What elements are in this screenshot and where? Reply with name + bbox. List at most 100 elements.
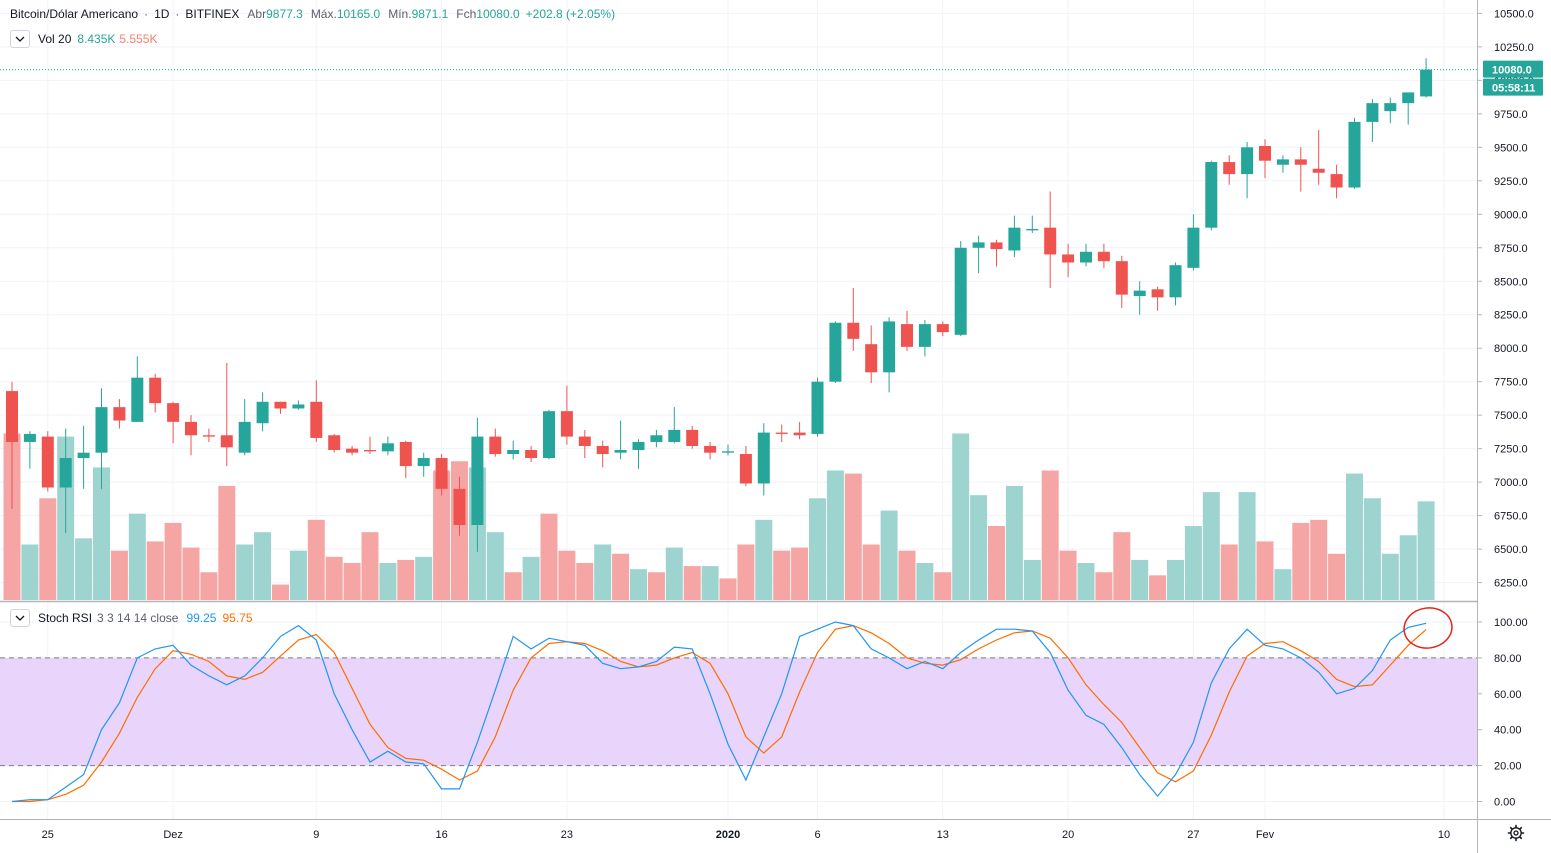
candle-body [1044,227,1057,255]
candle [113,399,126,429]
volume-bar [93,467,110,600]
volume-bar [110,550,128,600]
volume-bar [1346,473,1363,600]
candle-body [1080,251,1092,263]
volume-bar [988,526,1005,600]
candle-body [1169,265,1182,298]
candle [274,401,287,414]
rsi-collapse-button[interactable] [10,609,30,627]
volume-legend: Vol 20 8.435K 5.555K [10,30,157,48]
volume-bar [647,572,665,600]
volume-bar [791,547,809,600]
volume-bar [289,550,307,600]
volume-bar [1167,559,1184,600]
candle [41,431,54,492]
volume-bar [612,553,630,600]
candle-body [811,381,824,434]
candle-body [560,411,573,437]
candle [632,439,645,469]
candle [596,440,609,468]
candle-body [328,435,341,450]
candle [739,445,752,487]
chevron-down-icon [15,36,25,42]
time-axis-label: 13 [937,829,949,841]
time-axis-label: Dez [163,829,183,841]
volume-bar [970,495,988,600]
settings-button[interactable] [1506,823,1526,843]
low-value: 9871.1 [411,7,449,21]
candle [614,420,627,460]
rsi-axis-label: 40.00 [1494,725,1522,737]
time-axis-label: 2020 [716,829,740,841]
volume-bar [1202,492,1220,600]
candle-body [632,441,645,450]
candle [328,433,341,453]
candle [1294,147,1307,192]
open-value: 9877.3 [266,7,303,21]
rsi-label: Stoch RSI [38,611,93,625]
rsi-axis-label: 80.00 [1494,653,1522,665]
interval-label[interactable]: 1D [154,7,170,21]
candle [1348,117,1361,189]
candle [901,310,913,351]
rsi-legend: Stoch RSI 3 3 14 14 close 99.25 95.75 [10,609,253,627]
volume-bar [504,572,522,600]
volume-bar [272,584,289,600]
volume-bar [898,550,916,600]
candle-body [1097,251,1110,262]
rsi-axis-label: 0.00 [1494,797,1515,809]
candle [1080,243,1092,267]
candle-body [596,445,609,455]
exchange-label: BITFINEX [185,7,240,21]
candle-body [77,452,90,459]
price-axis-label: 6750.0 [1494,511,1528,523]
countdown-box [1483,78,1543,96]
volume-value-1: 8.435K [77,32,116,46]
volume-bar [486,532,504,600]
volume-bar [773,550,791,600]
volume-bar [307,519,325,600]
volume-bar [665,547,683,600]
candle [310,380,323,442]
volume-bar [737,544,755,600]
candle [1312,129,1325,185]
candle-body [1348,121,1361,188]
candle [77,425,90,489]
rsi-params: 3 3 14 14 close [97,611,179,625]
volume-bar [809,498,826,600]
volume-bar [1095,572,1113,600]
volume-bar [325,556,343,600]
volume-bar [1149,575,1167,600]
candle [381,436,394,456]
candle [1026,215,1039,234]
candle-body [1151,289,1164,298]
volume-bar [1023,559,1041,600]
candle [1044,191,1057,288]
price-axis-label: 6500.0 [1494,544,1528,556]
volume-collapse-button[interactable] [10,30,30,48]
candle-body [739,454,752,484]
candle [578,429,591,459]
candle-body [59,458,72,488]
candle [543,409,555,460]
time-axis-label: 6 [814,829,820,841]
candle-body [364,450,376,452]
separator-dot: · [175,7,180,21]
candle-body [1008,227,1021,251]
candle-body [131,377,144,422]
volume-bar [128,513,146,600]
volume-bar [952,433,970,600]
time-axis: 25 Dez 9 16 23 2020 6 13 20 27 Fev 10 [42,829,1450,841]
candle [1366,99,1379,142]
chevron-down-icon [15,615,25,621]
open-label: Abr [247,7,267,21]
candle-body [1294,159,1307,165]
volume-bar [630,569,647,600]
candle-body [918,324,931,347]
candle-body [1062,254,1075,263]
price-axis: 10500.010250.010000.09750.09500.09250.09… [1477,8,1534,590]
candle-body [865,344,878,373]
price-axis-label: 9750.0 [1494,109,1528,121]
candle [1062,243,1075,278]
